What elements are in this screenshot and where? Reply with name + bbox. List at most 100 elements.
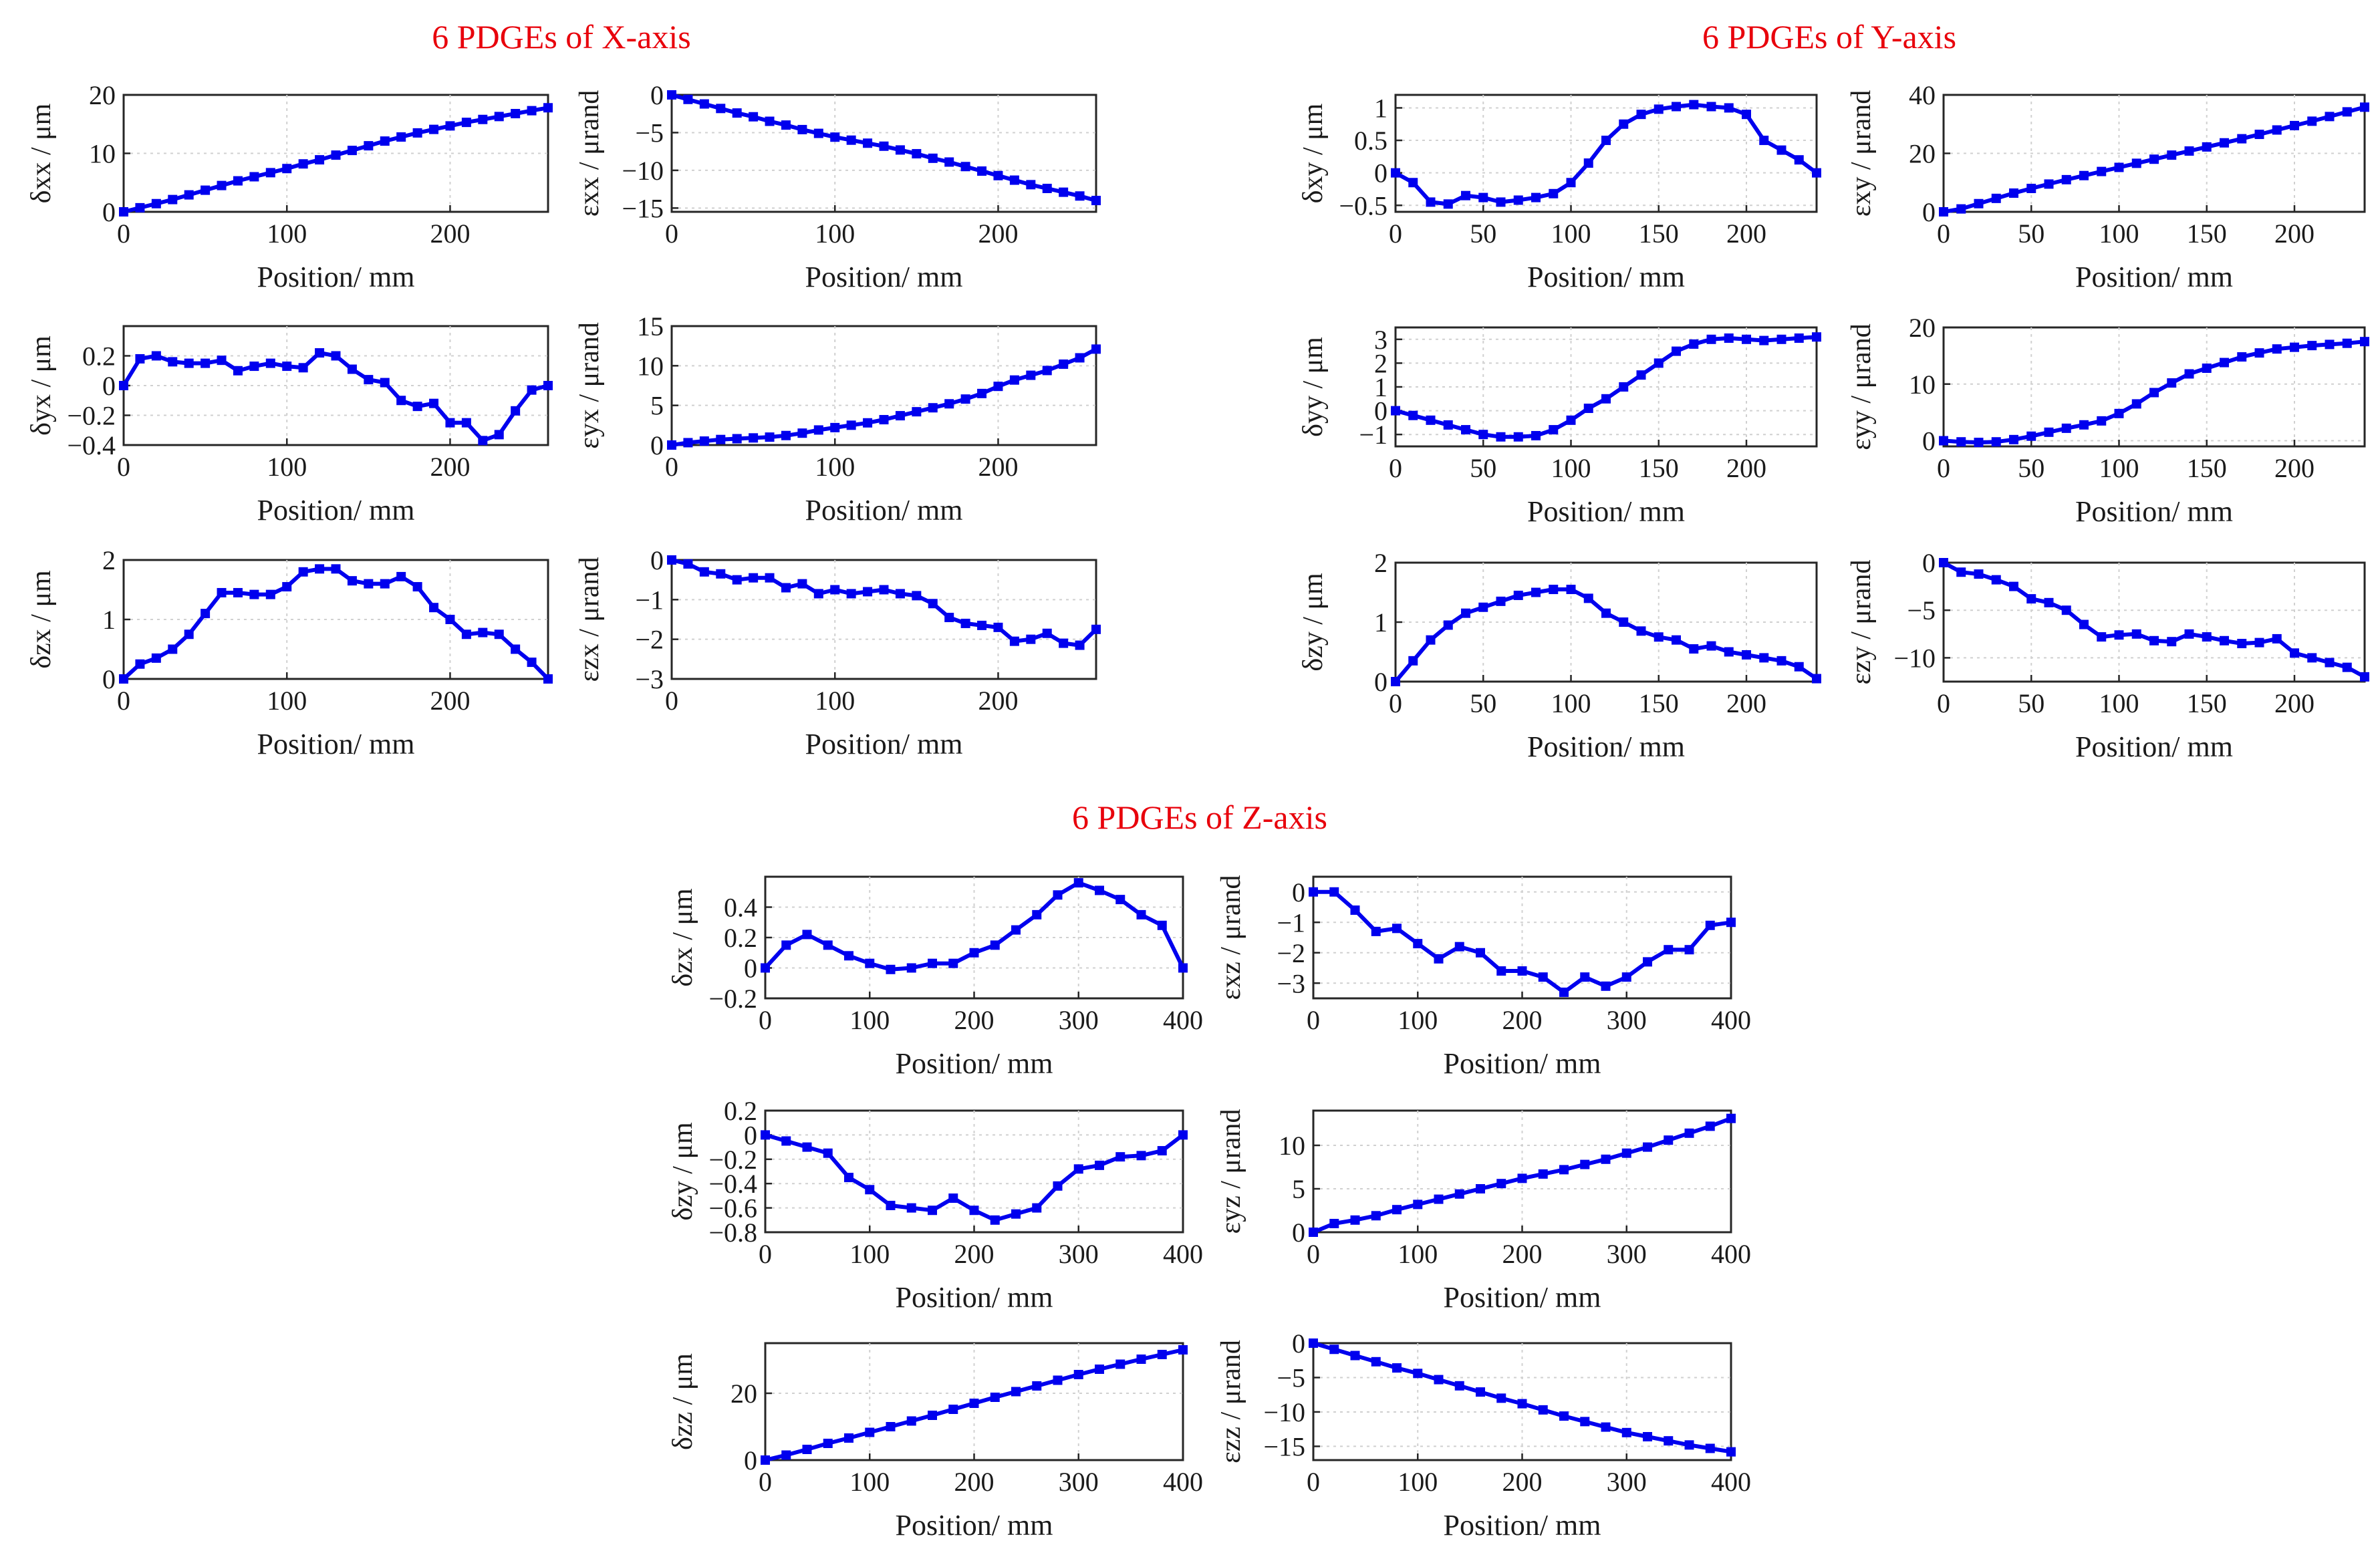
data-point (879, 585, 889, 595)
y-tick-label: 20 (1909, 139, 1936, 169)
data-point (1073, 1164, 1083, 1174)
data-point (1329, 1344, 1339, 1355)
y-tick-label: 0.4 (724, 893, 757, 923)
y-tick-label: −1 (1359, 420, 1387, 450)
data-point (2220, 635, 2229, 646)
data-point (1724, 333, 1734, 343)
y-tick-label: 0 (650, 545, 664, 575)
data-point (781, 1136, 791, 1146)
data-point (184, 190, 194, 200)
data-point (135, 202, 145, 212)
data-point (265, 168, 275, 178)
data-point (282, 582, 292, 592)
y-tick-label: 10 (1279, 1131, 1305, 1161)
data-point (1601, 1422, 1611, 1432)
y-tick-label: 0 (102, 664, 116, 694)
data-point (1689, 644, 1699, 654)
data-point (119, 381, 128, 390)
data-point (1538, 972, 1548, 982)
data-point (429, 398, 439, 408)
data-point (1956, 567, 1966, 577)
y-tick-label: 0 (102, 371, 116, 401)
data-point (1621, 972, 1631, 982)
data-point (2184, 629, 2194, 639)
data-point (781, 430, 791, 440)
data-point (1601, 136, 1611, 146)
x-tick-label: 100 (267, 686, 307, 716)
data-point (2202, 632, 2212, 642)
data-point (1689, 100, 1699, 110)
data-point (879, 141, 889, 151)
data-point (886, 1200, 896, 1210)
x-tick-label: 100 (849, 1467, 890, 1497)
data-point (813, 425, 823, 435)
data-point (1759, 136, 1769, 146)
data-point (1032, 909, 1042, 919)
data-point (1636, 626, 1646, 636)
data-point (699, 567, 709, 577)
y-tick-label: 20 (731, 1379, 757, 1409)
plot-area (1394, 94, 1818, 213)
data-point (445, 121, 455, 131)
y-tick-label: 0 (102, 197, 116, 227)
data-point (1461, 190, 1470, 200)
y-tick-label: −5 (635, 118, 664, 148)
data-point (2254, 348, 2264, 358)
data-point (543, 103, 553, 113)
data-point (135, 659, 145, 669)
x-tick-label: 200 (978, 219, 1018, 249)
data-point (1496, 1179, 1506, 1189)
data-point (948, 1193, 958, 1203)
data-point (2026, 184, 2036, 193)
data-point (2079, 170, 2089, 180)
x-tick-label: 0 (759, 1005, 772, 1035)
data-point (1075, 191, 1085, 201)
data-point (1042, 184, 1052, 193)
data-point (1684, 945, 1694, 955)
data-point (993, 382, 1003, 392)
data-point (2114, 408, 2124, 418)
data-point (282, 362, 292, 372)
data-point (1053, 1375, 1063, 1385)
data-point (2097, 416, 2107, 426)
x-tick-label: 200 (2274, 688, 2315, 718)
x-tick-label: 0 (759, 1467, 772, 1497)
data-point (2079, 619, 2089, 629)
data-point (1726, 917, 1736, 928)
data-point (2114, 162, 2124, 172)
data-point (1178, 963, 1188, 973)
subplot-10: 0 100 200 0 −1 −2 −3 Position/ mm εzx / μrand (574, 545, 1101, 760)
data-point (2237, 134, 2247, 144)
data-point (2342, 662, 2352, 672)
y-tick-label: 1 (1374, 93, 1387, 123)
y-tick-label: 0 (1374, 158, 1387, 188)
y-tick-label: 0 (650, 430, 664, 460)
data-point (396, 396, 406, 406)
x-tick-label: 200 (954, 1005, 995, 1035)
data-point (1776, 656, 1787, 666)
x-tick-label: 150 (2187, 453, 2227, 483)
data-point (813, 589, 823, 599)
data-point (2325, 339, 2335, 349)
plot-area (1942, 94, 2366, 213)
data-point (2272, 633, 2282, 644)
data-point (683, 438, 693, 448)
x-tick-label: 0 (665, 452, 678, 482)
data-point (2044, 597, 2054, 607)
data-point (1531, 192, 1541, 202)
data-point (412, 128, 422, 138)
data-point (315, 155, 325, 165)
data-point (1974, 569, 1984, 579)
data-point (445, 418, 455, 428)
data-point (1178, 1130, 1188, 1140)
data-point (802, 1445, 812, 1454)
data-point (2360, 102, 2369, 112)
data-point (1601, 1154, 1611, 1164)
data-point (2026, 431, 2036, 441)
data-point (1759, 653, 1769, 663)
data-point (667, 440, 676, 450)
data-point (380, 136, 390, 146)
x-axis-label: Position/ mm (1527, 261, 1685, 293)
data-point (184, 629, 194, 640)
